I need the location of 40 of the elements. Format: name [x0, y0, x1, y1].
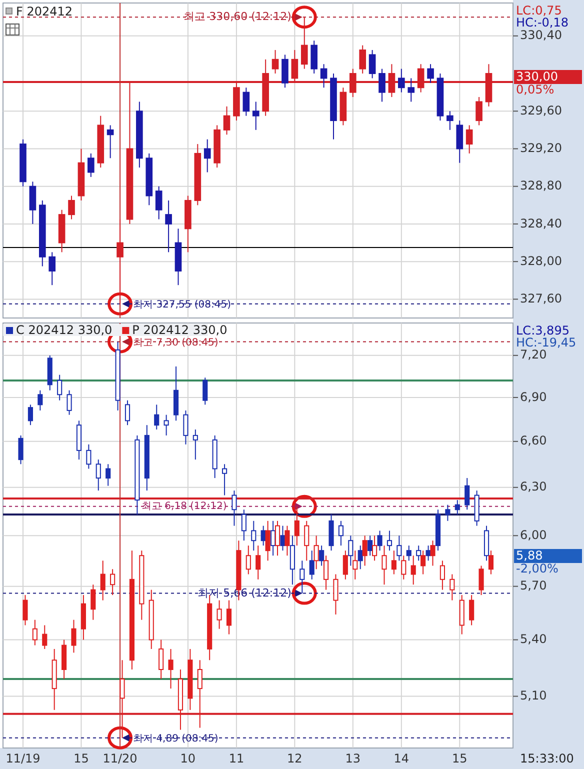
y-tick-label: 5,10: [520, 688, 547, 703]
text: LC:3,895: [516, 323, 570, 338]
y-tick-label: 329,60: [520, 103, 562, 118]
x-tick-label: 11/20: [102, 751, 138, 766]
text: HC:-0,18: [516, 15, 568, 30]
ref-line-label: 최저 4,89 (08:45): [133, 734, 218, 745]
text: 15:33:00: [520, 751, 574, 766]
x-tick-label: 11/19: [6, 751, 40, 766]
text: -2,00%: [516, 561, 558, 576]
y-tick-label: 6,60: [520, 434, 547, 448]
x-tick-label: 12: [287, 751, 302, 766]
y-tick-label: 329,20: [520, 141, 562, 156]
y-tick-label: 328,00: [520, 254, 562, 268]
x-tick-label: 14: [394, 751, 410, 766]
y-tick-label: 328,40: [520, 216, 562, 230]
chart-title: F 202412: [16, 4, 73, 18]
x-tick-label: 13: [345, 751, 361, 766]
x-tick-label: 11: [228, 751, 244, 766]
legend-label: P 202412 330,0: [132, 322, 228, 337]
y-tick-label: 5,40: [520, 632, 547, 646]
text: 0,05%: [516, 82, 554, 96]
text: LC:0,75: [516, 3, 562, 18]
legend-label: C 202412 330,0: [16, 322, 112, 337]
y-tick-label: 5,70: [520, 578, 547, 593]
y-tick-label: 328,80: [520, 178, 562, 193]
y-tick-label: 6,90: [520, 390, 547, 404]
text: HC:-19,45: [516, 335, 576, 350]
y-tick-label: 330,40: [520, 28, 562, 42]
ref-line-label: 최저 327,55 (08:45): [133, 300, 232, 311]
ref-line-label: 최고 7,30 (08:45): [133, 338, 218, 349]
x-tick-label: 10: [180, 751, 196, 766]
text: 5,88: [516, 548, 543, 562]
x-tick-label: 15: [74, 751, 89, 766]
ref-line-label: 최고 330,60 (12:12): [184, 10, 292, 24]
y-tick-label: 327,60: [520, 291, 562, 306]
y-tick-label: 6,30: [520, 480, 547, 494]
y-tick-label: 6,00: [520, 528, 547, 542]
x-tick-label: 15: [452, 751, 468, 766]
y-tick-label: 7,20: [520, 348, 547, 362]
text: 330,00: [516, 69, 558, 84]
